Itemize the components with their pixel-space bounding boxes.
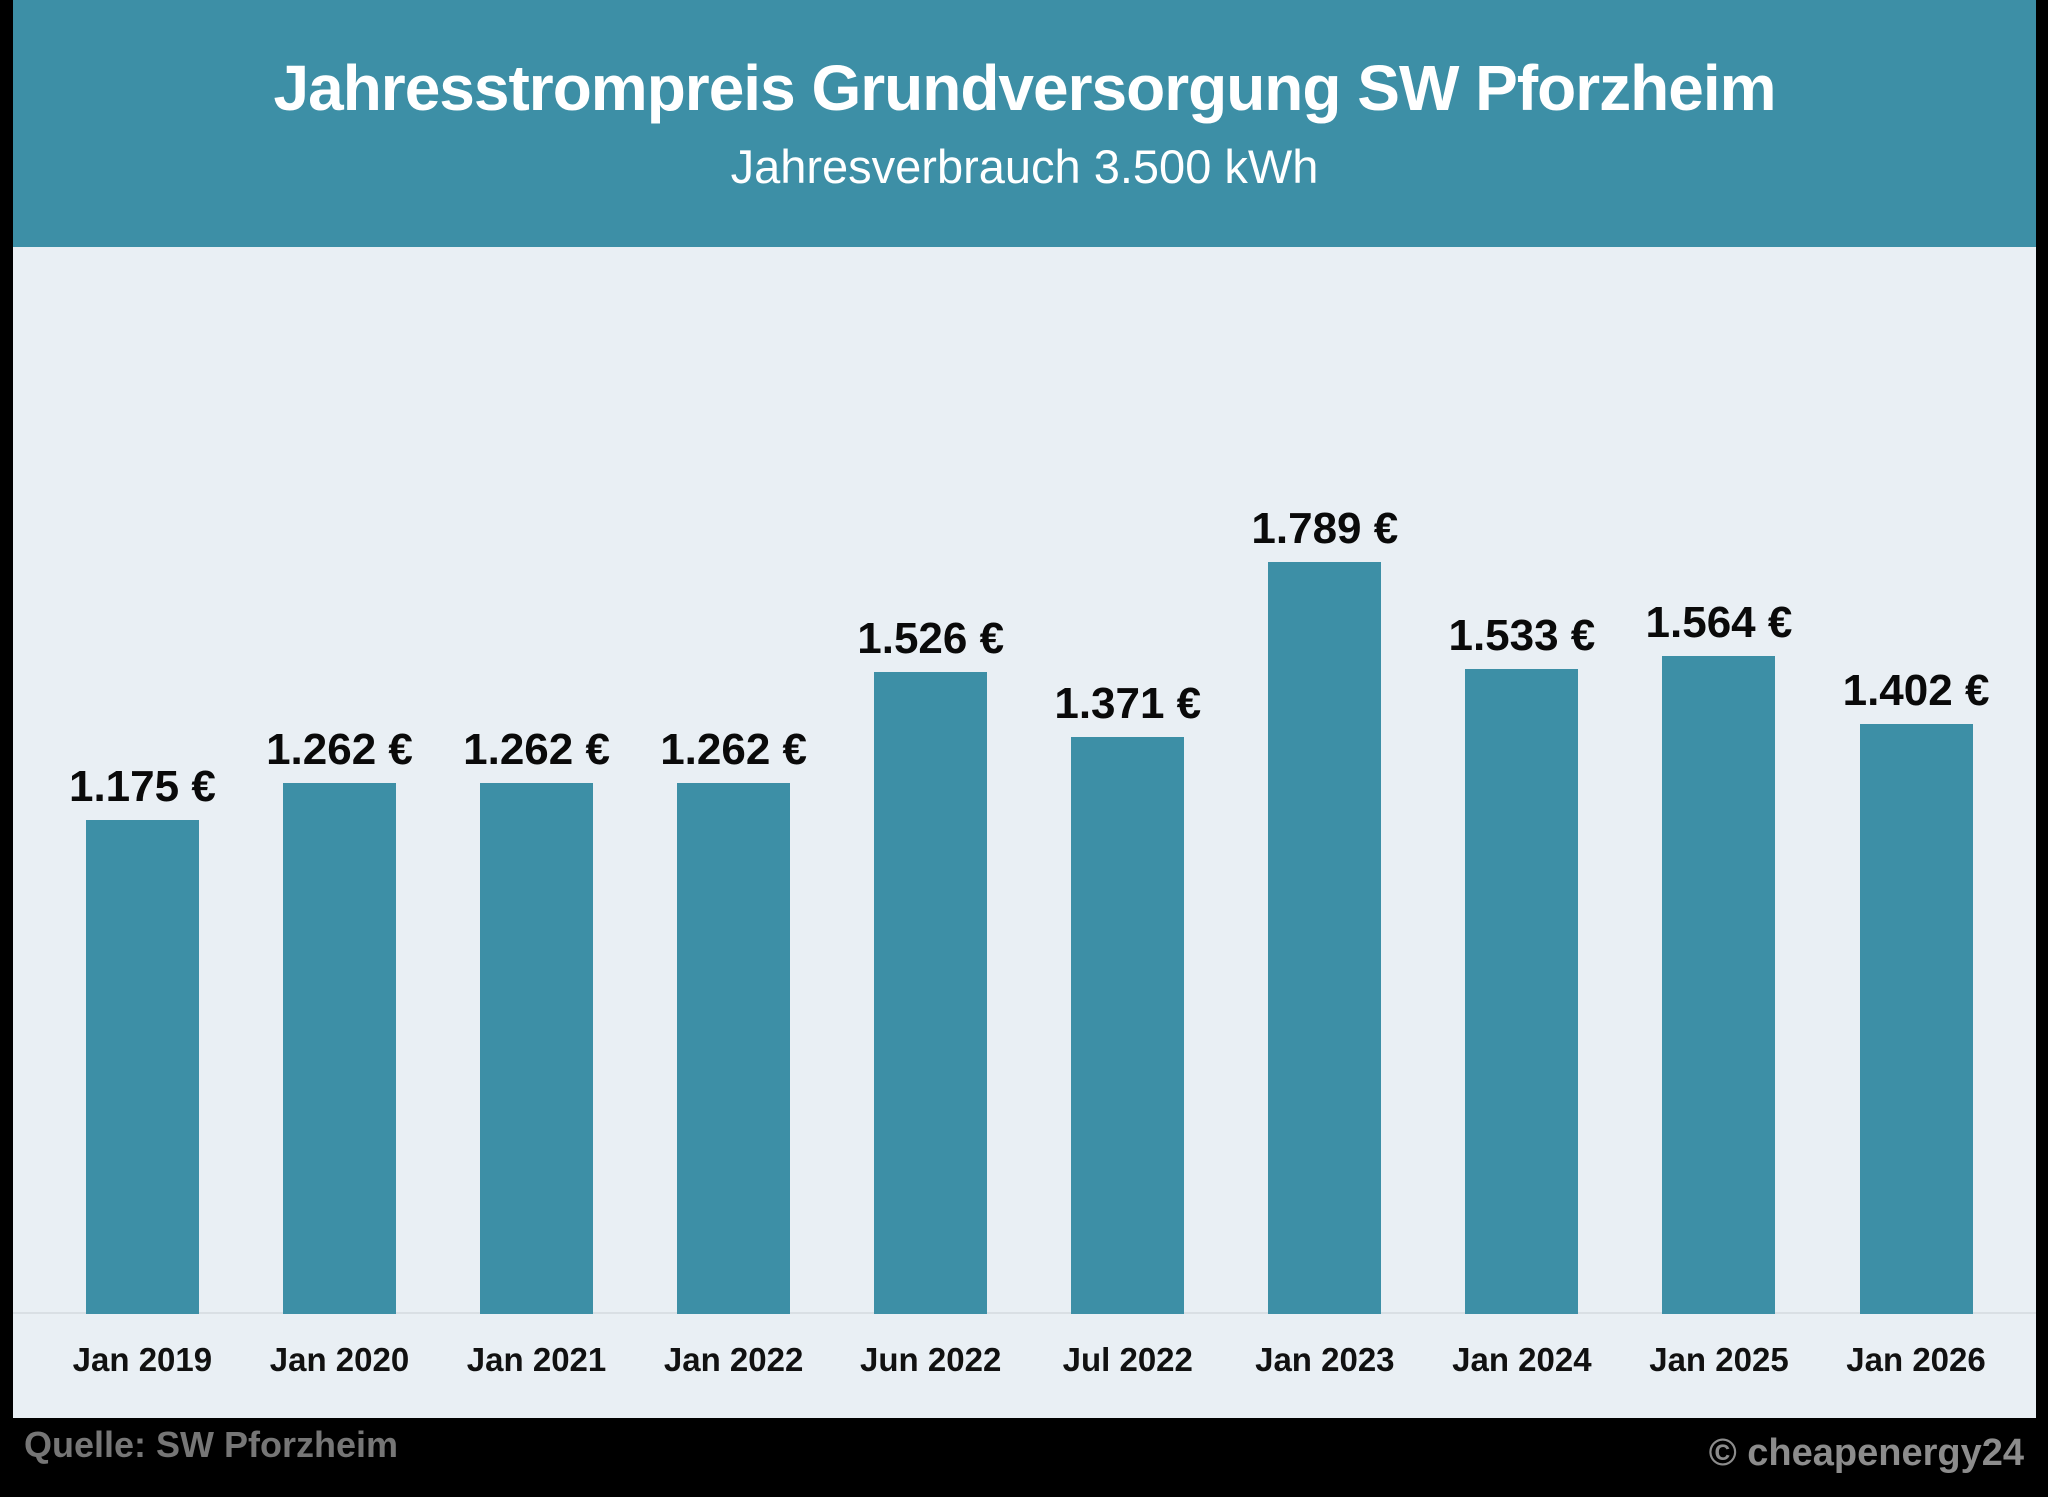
copyright-credit: © cheapenergy24 [1708, 1432, 2024, 1474]
bar [677, 783, 791, 1314]
bar-value-label: 1.262 € [266, 725, 413, 774]
x-axis-label: Jan 2026 [1846, 1341, 1986, 1378]
bar [480, 783, 594, 1314]
bar-value-label: 1.789 € [1251, 504, 1399, 553]
chart-panel: Jahresstrompreis Grundversorgung SW Pfor… [13, 0, 2036, 1418]
x-axis-label: Jan 2022 [663, 1341, 804, 1378]
x-axis-label: Jan 2021 [466, 1341, 607, 1378]
bar [282, 783, 396, 1314]
bar-value-label: 1.175 € [68, 762, 216, 811]
bar [1662, 656, 1776, 1314]
x-axis-label: Jan 2019 [72, 1341, 213, 1378]
bar-value-label: 1.262 € [660, 725, 808, 774]
x-axis-label: Jul 2022 [1062, 1341, 1193, 1378]
bar-value-label: 1.564 € [1645, 598, 1793, 647]
bar [1465, 669, 1579, 1314]
bar-value-label: 1.262 € [463, 725, 610, 774]
chart-subtitle: Jahresverbrauch 3.500 kWh [730, 140, 1319, 194]
x-axis-label: Jun 2022 [860, 1341, 1002, 1378]
x-axis-label: Jan 2025 [1649, 1341, 1789, 1378]
bar [1859, 724, 1973, 1314]
bar [1268, 562, 1382, 1314]
bar-value-label: 1.533 € [1448, 611, 1596, 660]
x-axis-line [13, 1312, 2036, 1314]
source-credit: Quelle: SW Pforzheim [24, 1424, 399, 1465]
bar-value-label: 1.371 € [1054, 679, 1202, 728]
bar [1071, 737, 1185, 1314]
x-axis-label: Jan 2023 [1255, 1341, 1395, 1378]
bar [85, 820, 199, 1314]
bar-value-label: 1.402 € [1842, 666, 1990, 715]
chart-header: Jahresstrompreis Grundversorgung SW Pfor… [13, 0, 2036, 247]
x-axis-label: Jan 2024 [1452, 1341, 1592, 1378]
bar-value-label: 1.526 € [857, 614, 1005, 663]
x-axis-label: Jan 2020 [269, 1341, 410, 1378]
bar [874, 672, 988, 1314]
chart-title: Jahresstrompreis Grundversorgung SW Pfor… [273, 51, 1777, 124]
